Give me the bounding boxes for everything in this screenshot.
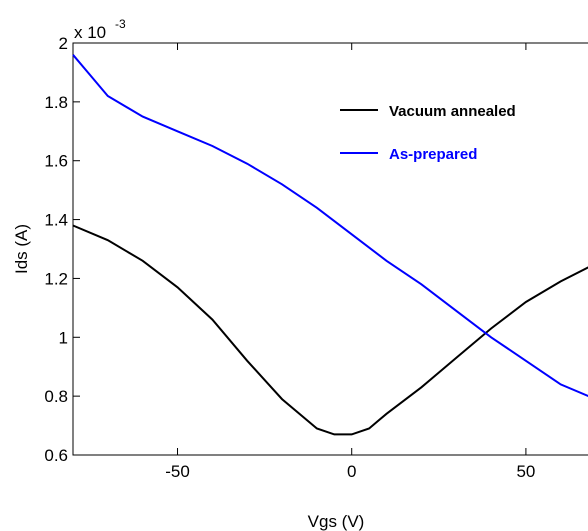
plot-frame [72, 42, 588, 456]
x-axis-label: Vgs (V) [308, 512, 365, 531]
y-tick-label: 1.8 [44, 93, 68, 112]
legend-label-vacuum-annealed: Vacuum annealed [389, 103, 516, 120]
series-line-0 [72, 224, 588, 436]
y-tick-label: 0.8 [44, 387, 68, 406]
y-tick-label: 1.6 [44, 152, 68, 171]
series-line-1 [72, 54, 588, 397]
legend-label-as-prepared: As-prepared [389, 146, 477, 163]
x-tick-label: 50 [516, 462, 535, 481]
y-tick-label: 0.6 [44, 446, 68, 465]
y-tick-label: 1.2 [44, 269, 68, 288]
y-multiplier: x 10 -3 [74, 17, 126, 42]
x-tick-label: 0 [347, 462, 356, 481]
x-tick-label: -50 [165, 462, 190, 481]
legend: Vacuum annealed As-prepared [340, 103, 516, 163]
data-lines [72, 54, 588, 436]
y-multiplier-exponent: -3 [115, 17, 126, 31]
y-tick-label: 1 [59, 328, 68, 347]
plot-area: -50 0 50 0.6 0.8 1 1.2 1.4 1.6 1.8 2 [44, 34, 588, 481]
y-multiplier-base: x 10 [74, 23, 106, 42]
y-tick-label: 2 [59, 34, 68, 53]
y-axis-label: Ids (A) [12, 224, 31, 274]
y-tick-label: 1.4 [44, 211, 68, 230]
axis-ticks: -50 0 50 0.6 0.8 1 1.2 1.4 1.6 1.8 2 [44, 34, 535, 481]
